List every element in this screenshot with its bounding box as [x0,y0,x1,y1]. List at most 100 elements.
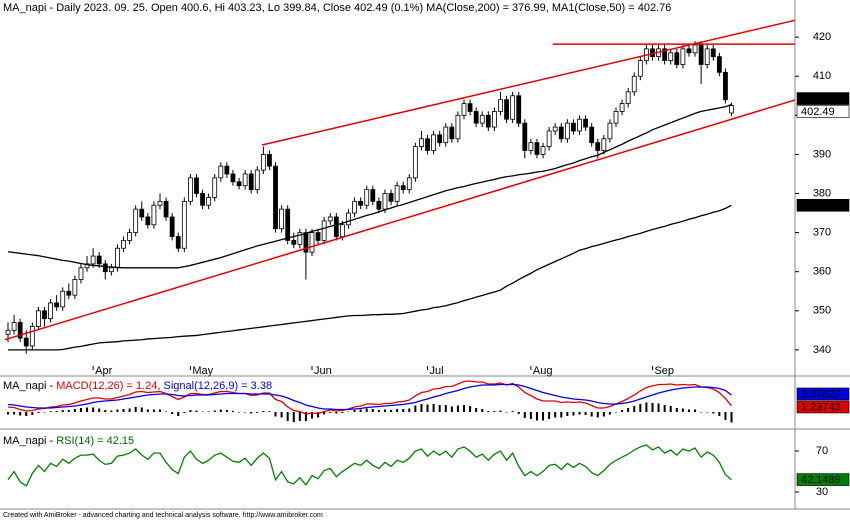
histogram-bar [25,412,28,416]
candle-body [412,146,418,179]
histogram-bar [359,409,362,412]
title-part: MA_napi - [3,435,56,447]
candle-body [589,126,595,144]
histogram-bar [250,412,253,414]
candle-body [510,95,516,120]
x-tick-label: Apr [95,365,112,377]
candle-body [370,189,376,202]
candle-body [279,208,285,230]
histogram-bar [584,412,587,415]
candle-body [564,122,570,140]
candle-body [625,91,631,104]
candle-body [163,200,169,218]
candle-body [321,220,327,241]
histogram-bar [152,409,155,412]
candle-body [619,103,625,112]
last-value-box [796,105,850,118]
histogram-bar [402,409,405,412]
candle-body [194,177,199,194]
candle-body [723,71,728,101]
candle-body [479,114,485,124]
histogram-bar [280,412,283,418]
histogram-bar [61,410,64,412]
candle-body [710,48,716,58]
candle-body [729,105,734,114]
candle-body [115,247,120,269]
histogram-bar [353,410,356,412]
candle-body [406,177,412,191]
histogram-bar [469,406,472,412]
candle-body [29,326,35,347]
x-tick-label: Sep [654,365,674,377]
candle-body [680,48,686,65]
candle-body [516,95,522,124]
histogram-bar [274,412,277,417]
trend-line [261,19,795,146]
histogram-bar [694,409,697,412]
candle-body [400,185,406,191]
histogram-bar [286,412,289,421]
candle-body [273,165,278,230]
last-value-box [796,198,850,212]
histogram-bar [37,412,40,413]
histogram-bar [420,404,423,412]
candle-body [552,126,558,132]
candle-body [66,290,72,296]
last-value-label: 42.1489 [801,474,841,486]
histogram-bar [207,411,210,412]
histogram-bar [134,407,137,412]
y-tick-label: 380 [813,187,831,199]
candle-body [248,173,254,191]
candle-body [169,216,175,237]
candle-body [571,122,576,132]
histogram-bar [627,408,630,412]
candle-body [601,138,607,151]
series-line [8,204,732,351]
last-value-label: 376.991 [801,200,841,212]
histogram-bar [329,412,332,413]
candle-body [127,232,132,241]
y-tick-label: 410 [813,70,831,82]
candle-body [260,154,266,171]
histogram-bar [566,412,569,416]
histogram-bar [548,412,551,419]
candle-body [54,302,60,308]
title-part: Signal(12,26,9) = 3.38 [164,380,273,392]
histogram-bar [231,411,234,412]
y-tick-label: 390 [813,148,831,160]
histogram-bar [675,408,678,412]
histogram-bar [390,410,393,412]
histogram-bar [98,408,101,412]
histogram-bar [724,412,727,420]
histogram-bar [651,403,654,412]
candle-body [358,200,364,206]
candle-body [637,60,643,77]
candle-body [291,240,297,245]
candle-body [540,146,546,155]
series-line [7,444,732,487]
histogram-bar [165,411,168,412]
histogram-bar [596,412,599,418]
footer: Created with AmiBroker - advanced charti… [3,512,323,519]
candle-body [546,130,552,147]
candle-body [145,216,151,226]
x-tick-label: May [192,365,213,377]
histogram-bar [122,409,125,412]
title-part: RSI(14) = 42.15 [56,435,134,447]
histogram-bar [621,410,624,412]
last-value-label: 1.23743 [801,401,841,413]
histogram-bar [669,406,672,412]
candle-body [102,263,108,273]
candle-body [108,267,114,273]
y-tick-label: 420 [813,31,831,43]
candle-body [674,52,680,65]
candle-body [425,138,430,151]
histogram-bar [438,405,441,412]
candle-body [692,44,698,54]
histogram-bar [475,408,478,412]
histogram-bar [535,412,538,421]
histogram-bar [463,405,465,412]
candle-body [60,290,66,308]
candle-body [139,208,145,218]
